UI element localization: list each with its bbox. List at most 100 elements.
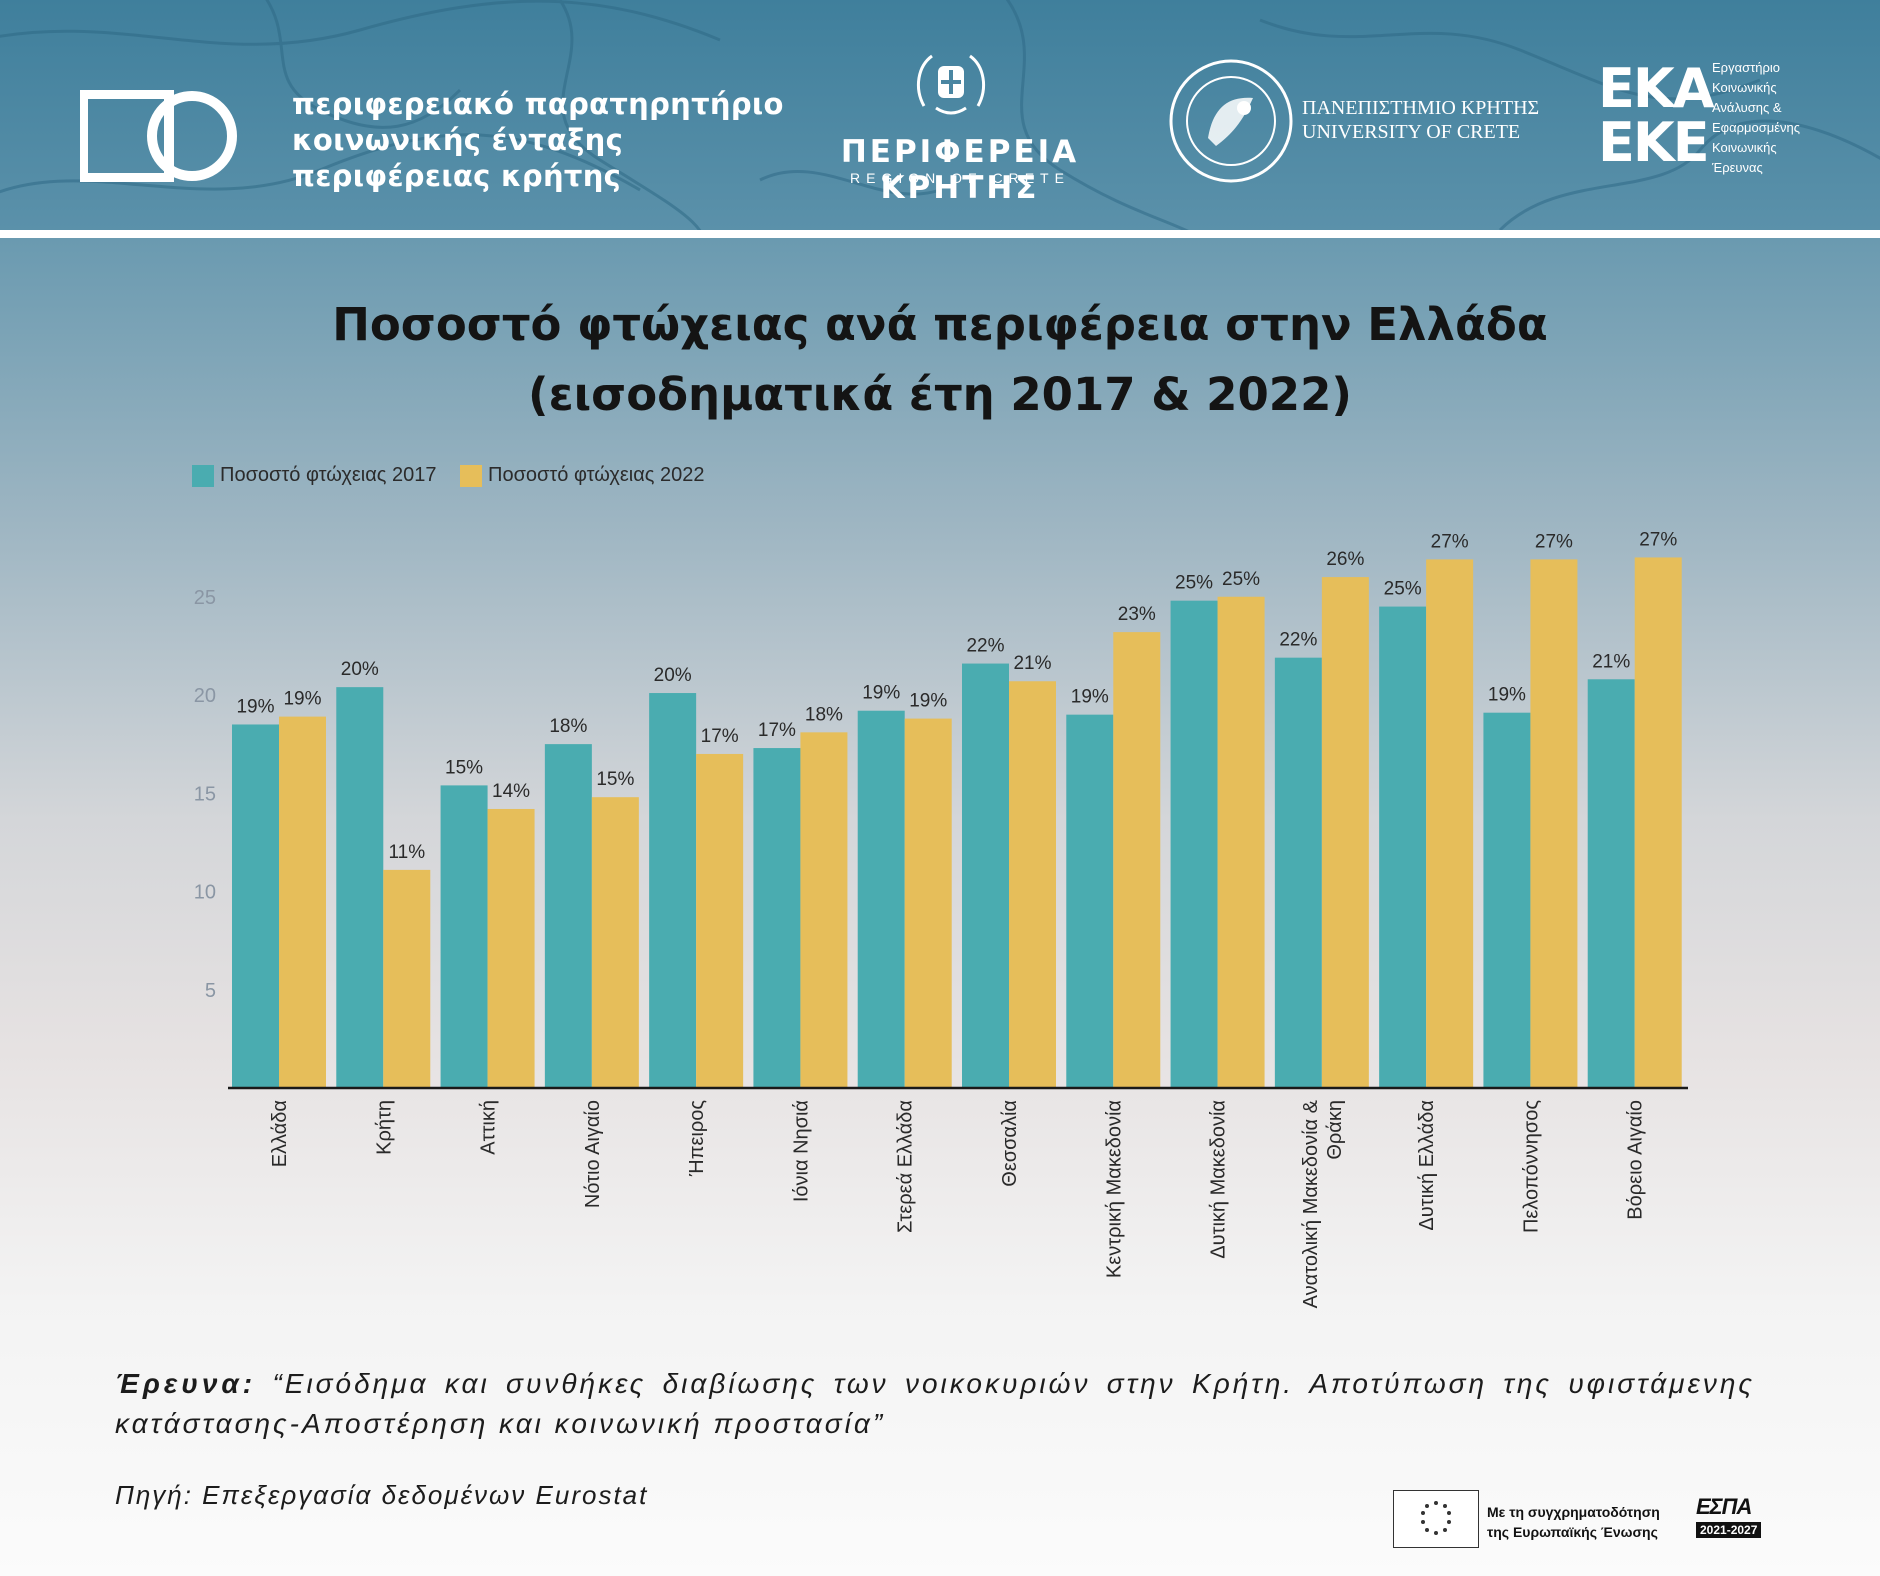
data-label-2022: 19% (283, 689, 321, 710)
ekke-subtitle: Εργαστήριο Κοινωνικής Ανάλυσης & Εφαρμοσ… (1712, 60, 1801, 175)
data-label-2022: 11% (388, 842, 425, 863)
data-label-2017: 20% (341, 659, 379, 680)
bar-2022 (487, 808, 535, 1088)
data-label-2017: 22% (1279, 630, 1317, 651)
chart-legend: Ποσοστό φτώχειας 2017 Ποσοστό φτώχειας 2… (192, 464, 722, 493)
bar-2022 (279, 716, 326, 1088)
bar-chart: 5 10 15 20 25 19% 19% Ελλάδα 20% 11% Κρήτη 15% 14% Ατ… (194, 529, 1688, 1308)
bar-2017 (232, 724, 279, 1088)
category-label: Νότιο Αιγαίο (582, 1100, 604, 1208)
data-label-2022: 25% (1222, 569, 1260, 590)
data-label-2022: 27% (1639, 529, 1677, 550)
category-label: Στερεά Ελλάδα (895, 1100, 917, 1233)
data-label-2022: 14% (492, 781, 530, 802)
category-label: Κρήτη (373, 1100, 395, 1155)
greek-emblem-icon (916, 54, 986, 115)
data-label-2022: 18% (805, 704, 843, 725)
bar-2022 (591, 797, 639, 1088)
y-tick-label: 10 (194, 882, 216, 904)
chart-title: Ποσοστό φτώχειας ανά περιφέρεια στην Ελλ… (0, 290, 1880, 430)
legend-label-2022: Ποσοστό φτώχειας 2022 (488, 464, 705, 486)
category-label: Δυτική Μακεδονία (1208, 1100, 1230, 1259)
bar-2022 (1426, 559, 1474, 1088)
legend-item-2017: Ποσοστό φτώχειας 2017 (192, 464, 436, 487)
bar-2022 (1634, 557, 1682, 1088)
y-tick-label: 20 (194, 685, 216, 707)
y-tick-label: 5 (205, 980, 216, 1002)
source-note: Πηγή: Επεξεργασία δεδομένων Eurostat (115, 1480, 649, 1510)
chart-title-line-1: Ποσοστό φτώχειας ανά περιφέρεια στην Ελλ… (332, 298, 1548, 351)
observatory-logo (80, 90, 237, 182)
data-label-2017: 19% (862, 683, 900, 704)
ekke-logo: ΕΚΑ ΕΚΕ (1598, 57, 1715, 174)
bar-2017 (544, 744, 592, 1088)
research-note: Έρευνα: “Εισόδημα και συνθήκες διαβίωσης… (115, 1364, 1755, 1444)
research-text: “Εισόδημα και συνθήκες διαβίωσης των νοι… (115, 1368, 1755, 1439)
category-label: Θράκη (1324, 1100, 1346, 1160)
data-label-2022: 27% (1431, 531, 1469, 552)
bar-2017 (336, 687, 384, 1088)
bar-2017 (1587, 679, 1635, 1088)
bar-2022 (1217, 596, 1265, 1088)
bar-2017 (962, 663, 1009, 1088)
university-seal-icon (1169, 59, 1293, 183)
bar-2017 (1066, 714, 1114, 1088)
legend-swatch-2022 (460, 464, 483, 487)
bar-2022 (696, 753, 744, 1088)
header-banner: περιφερειακό παρατηρητήριο κοινωνικής έν… (0, 0, 1880, 230)
bar-2022 (1009, 681, 1056, 1088)
data-label-2017: 20% (654, 665, 692, 686)
data-label-2022: 19% (909, 691, 947, 712)
data-label-2022: 17% (701, 726, 739, 747)
category-label: Ήπειρος (686, 1100, 708, 1177)
data-label-2022: 21% (1013, 653, 1051, 674)
data-label-2022: 15% (596, 769, 634, 790)
category-label: Ιόνια Νησιά (790, 1100, 812, 1202)
data-label-2017: 17% (758, 720, 796, 741)
data-label-2017: 25% (1175, 573, 1213, 594)
data-label-2017: 15% (445, 757, 483, 778)
bar-2017 (753, 748, 801, 1088)
category-label: Πελοπόννησος (1520, 1100, 1542, 1233)
bar-2022 (383, 869, 431, 1088)
category-label: Ελλάδα (269, 1100, 291, 1167)
region-name: ΠΕΡΙΦΕΡΕΙΑ ΚΡΗΤΗΣ (840, 134, 1080, 206)
y-tick-label: 25 (194, 587, 216, 609)
research-label: Έρευνα: (115, 1368, 257, 1399)
data-label-2022: 27% (1535, 531, 1573, 552)
y-tick-label: 15 (194, 783, 216, 805)
espa-logo: ΕΣΠΑ 2021-2027 (1696, 1494, 1762, 1539)
data-label-2017: 21% (1592, 651, 1630, 672)
data-label-2017: 25% (1384, 579, 1422, 600)
data-label-2022: 23% (1118, 604, 1156, 625)
legend-label-2017: Ποσοστό φτώχειας 2017 (220, 464, 437, 486)
data-label-2017: 22% (966, 636, 1004, 657)
bar-2017 (649, 693, 697, 1088)
header-divider (0, 230, 1880, 238)
data-label-2017: 19% (236, 696, 274, 717)
data-label-2022: 26% (1326, 549, 1364, 570)
bar-2017 (440, 785, 488, 1088)
bar-2017 (1379, 606, 1427, 1088)
data-label-2017: 18% (549, 716, 587, 737)
data-label-2017: 19% (1071, 687, 1109, 708)
eu-flag-icon (1393, 1490, 1479, 1548)
bar-2022 (1530, 559, 1578, 1088)
university-name: ΠΑΝΕΠΙΣΤΗΜΙΟ ΚΡΗΤΗΣ UNIVERSITY OF CRETE (1302, 97, 1540, 143)
bar-2017 (1170, 600, 1218, 1088)
chart-title-line-2: (εισοδηματικά έτη 2017 & 2022) (528, 368, 1352, 421)
category-label: Κεντρική Μακεδονία (1103, 1100, 1125, 1278)
bar-2017 (1483, 712, 1531, 1088)
legend-item-2022: Ποσοστό φτώχειας 2022 (460, 464, 704, 487)
category-label: Βόρειο Αιγαίο (1625, 1100, 1647, 1220)
category-label: Ανατολική Μακεδονία & (1300, 1099, 1322, 1308)
category-label: Αττική (478, 1100, 500, 1155)
eu-cofunding-text: Με τη συγχρηματοδότηση της Ευρωπαϊκής Έν… (1487, 1504, 1660, 1540)
legend-swatch-2017 (192, 464, 214, 487)
bar-2022 (1321, 577, 1369, 1088)
bar-2017 (1274, 657, 1322, 1088)
category-label: Δυτική Ελλάδα (1416, 1100, 1438, 1231)
bar-2022 (800, 732, 848, 1088)
data-label-2017: 19% (1488, 685, 1526, 706)
bar-2022 (1113, 632, 1161, 1088)
